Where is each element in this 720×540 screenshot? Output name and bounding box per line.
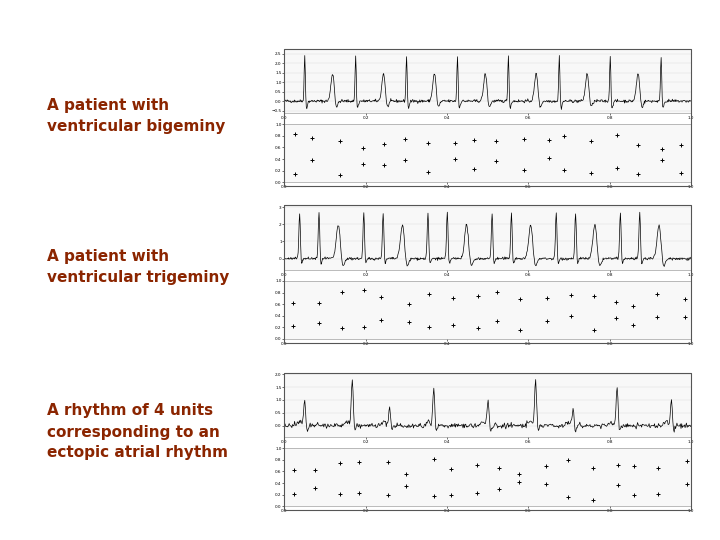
Text: A patient with
ventricular bigeminy: A patient with ventricular bigeminy xyxy=(47,98,225,134)
Text: A rhythm of 4 units
corresponding to an
ectopic atrial rhythm: A rhythm of 4 units corresponding to an … xyxy=(47,403,228,461)
Text: A patient with
ventricular trigeminy: A patient with ventricular trigeminy xyxy=(47,249,229,285)
